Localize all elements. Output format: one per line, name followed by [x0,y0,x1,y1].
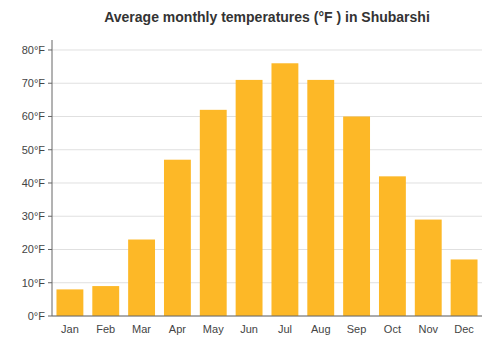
tick-label: 0°F [28,310,46,322]
grid-line [52,149,482,150]
y-ticks: 0°F 10°F 20°F 30°F 40°F 50°F 60°F 70°F 80°F [22,44,52,322]
tick-label: 70°F [22,77,46,89]
bar [236,80,263,316]
x-axis-line [52,316,482,317]
tick-label: Dec [454,323,474,335]
tick-label: 80°F [22,44,46,56]
tick-label: Mar [132,323,151,335]
bar [379,176,406,316]
tick-label: 40°F [22,177,46,189]
tick-label: Sep [347,323,367,335]
chart-container: Average monthly temperatures (°F ) in Sh… [0,0,500,350]
tick-label: 10°F [22,277,46,289]
chart: Average monthly temperatures (°F ) in Sh… [0,0,500,350]
grid-line [52,83,482,84]
grid-line [52,316,482,317]
tick-label: May [203,323,224,335]
title: Average monthly temperatures (°F ) in Sh… [104,9,430,25]
bar [92,286,119,316]
bars [56,63,477,316]
y-axis-line [52,40,53,316]
tick-mark [48,216,52,217]
tick-label: Jun [240,323,258,335]
tick-label: 50°F [22,144,46,156]
bar [343,116,370,316]
tick-label: Jan [61,323,79,335]
tick-label: 60°F [22,110,46,122]
tick-label: 30°F [22,210,46,222]
bar [307,80,334,316]
bar [451,259,478,316]
grid-line [52,116,482,117]
tick-mark [48,149,52,150]
grid-line [52,216,482,217]
bar [128,240,155,316]
tick-mark [48,316,52,317]
y-grid [52,50,482,316]
bar [271,63,298,316]
tick-label: Feb [96,323,115,335]
x-ticks: Jan Feb Mar Apr May Jun Jul Aug Sep Oct Nov Dec [61,323,474,335]
tick-mark [48,282,52,283]
tick-mark [48,116,52,117]
tick-mark [48,249,52,250]
grid-line [52,182,482,183]
tick-label: Nov [418,323,438,335]
grid-line [52,49,482,50]
tick-label: Apr [169,323,186,335]
bar [164,160,191,316]
bar [56,289,83,316]
tick-mark [48,182,52,183]
tick-label: Jul [278,323,292,335]
tick-mark [48,83,52,84]
tick-label: 20°F [22,243,46,255]
tick-label: Oct [384,323,401,335]
tick-label: Aug [311,323,331,335]
bar [415,220,442,316]
bar [200,110,227,316]
tick-mark [48,49,52,50]
